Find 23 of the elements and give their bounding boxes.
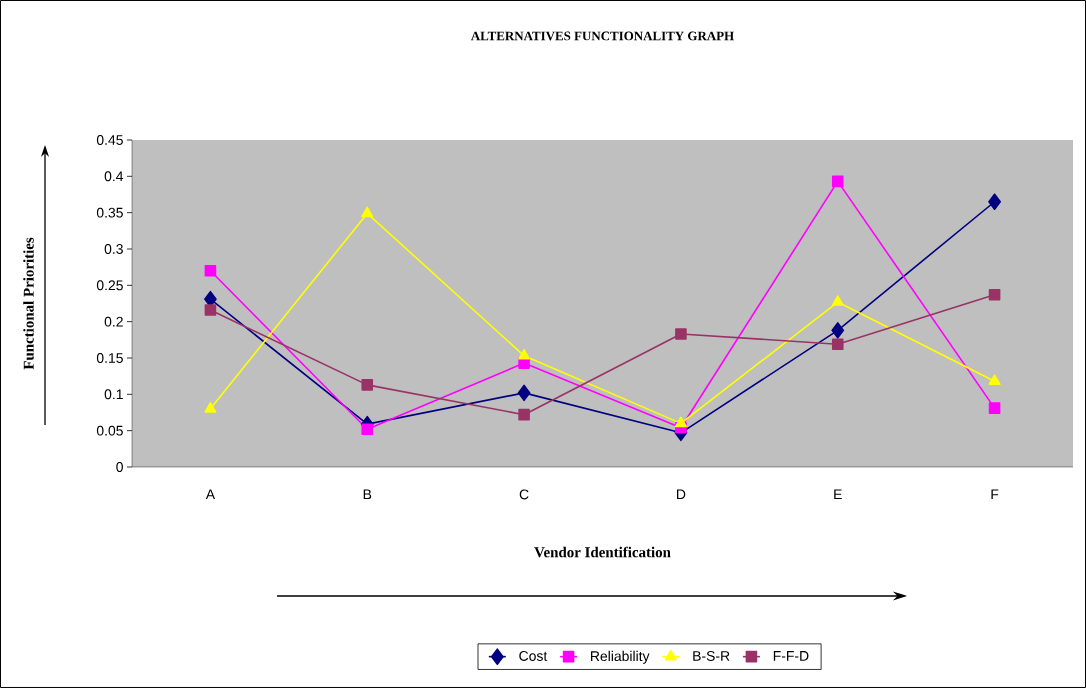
legend-label: Reliability (591, 650, 650, 664)
y-tick-label: 0.15 (96, 353, 123, 363)
x-tick-label: B (363, 489, 372, 500)
x-tick-label: E (834, 489, 842, 500)
x-tick-label: C (519, 489, 529, 500)
legend-label: B-S-R (693, 651, 730, 661)
y-tick-label: 0.25 (96, 280, 123, 291)
y-tick-label: 0.4 (104, 171, 124, 182)
y-tick-label: 0.45 (96, 135, 123, 145)
chart-title: ALTERNATIVES FUNCTIONALITY GRAPH (470, 31, 734, 41)
y-tick-label: 0 (116, 462, 123, 472)
y-tick-label: 0.35 (96, 207, 123, 218)
y-axis-title: Functional Priorities (23, 237, 34, 370)
x-axis-title: Vendor Identification (534, 546, 671, 558)
legend-label: F-F-D (773, 651, 809, 661)
y-tick-label: 0.3 (104, 244, 123, 254)
legend-label: Cost (519, 651, 548, 661)
y-tick-label: 0.05 (96, 425, 123, 436)
x-tick-label: D (677, 489, 686, 500)
y-tick-label: 0.2 (104, 316, 123, 327)
y-tick-label: 0.1 (104, 389, 123, 400)
x-tick-label: F (991, 489, 999, 500)
x-tick-label: A (205, 489, 216, 500)
